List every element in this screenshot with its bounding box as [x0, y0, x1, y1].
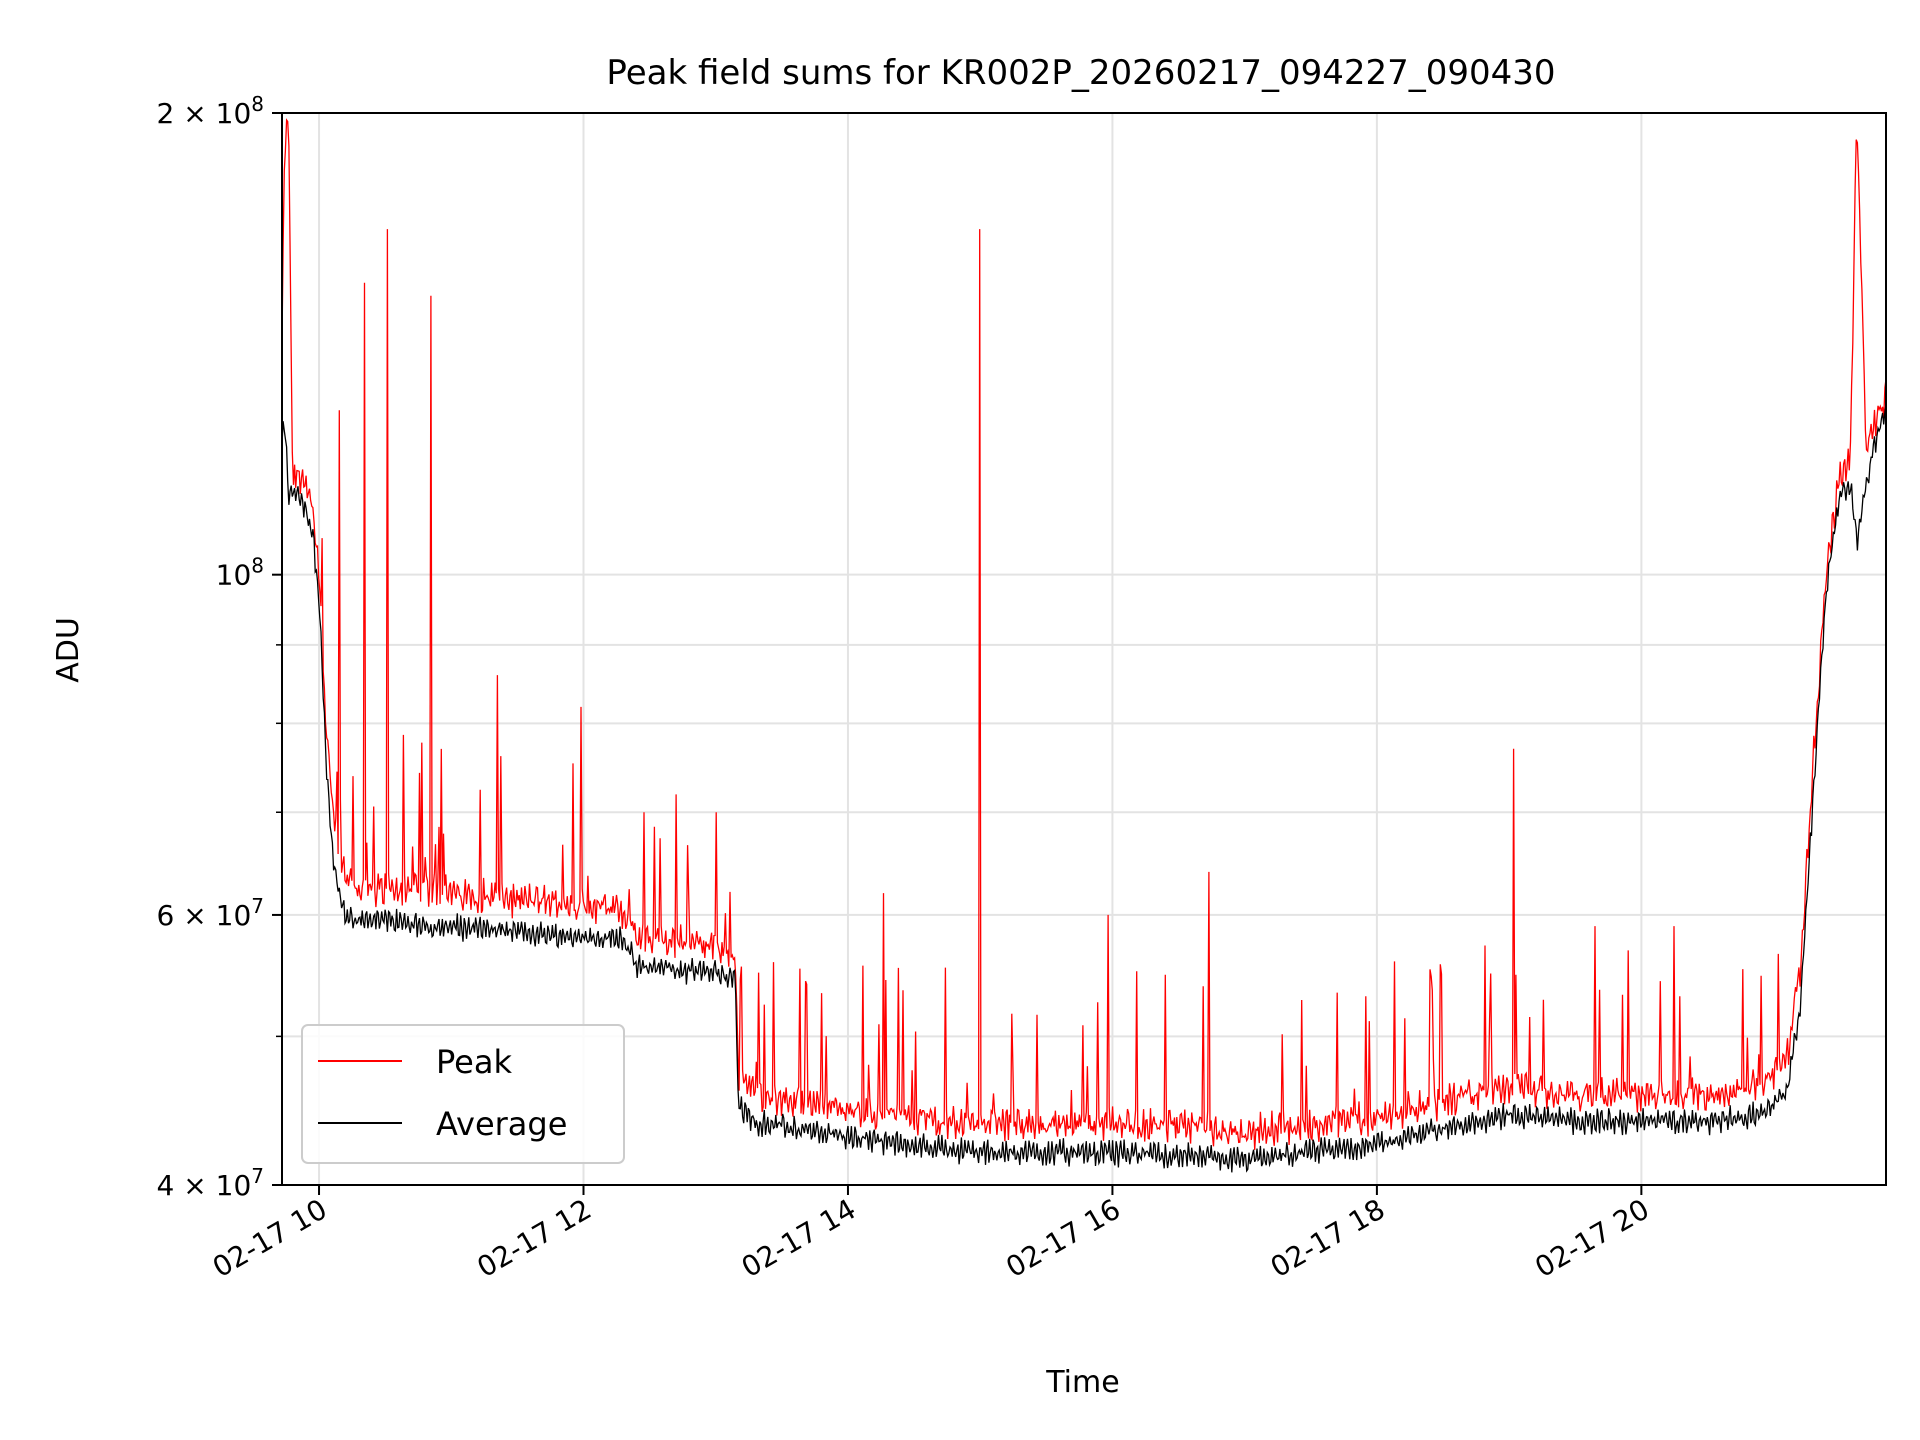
y-axis-title: ADU — [51, 617, 86, 683]
legend: Peak Average — [301, 1024, 625, 1164]
y-tick-label: 2 × 108 — [157, 92, 264, 130]
y-axis: 4 × 107 6 × 107 108 2 × 108 — [157, 92, 282, 1202]
series-line-peak — [282, 118, 1886, 1150]
y-tick-label: 108 — [216, 554, 264, 592]
legend-label-peak: Peak — [436, 1043, 512, 1081]
legend-label-average: Average — [436, 1105, 567, 1143]
plot-background — [282, 113, 1886, 1185]
legend-box — [301, 1024, 625, 1164]
y-tick-label: 4 × 107 — [157, 1164, 264, 1202]
series-layer — [282, 118, 1886, 1173]
chart-title: Peak field sums for KR002P_20260217_0942… — [606, 53, 1555, 93]
y-tick-label: 6 × 107 — [157, 894, 264, 932]
plot-frame — [281, 112, 1887, 1186]
series-line-average — [282, 404, 1886, 1173]
x-axis-title: Time — [1045, 1365, 1119, 1400]
